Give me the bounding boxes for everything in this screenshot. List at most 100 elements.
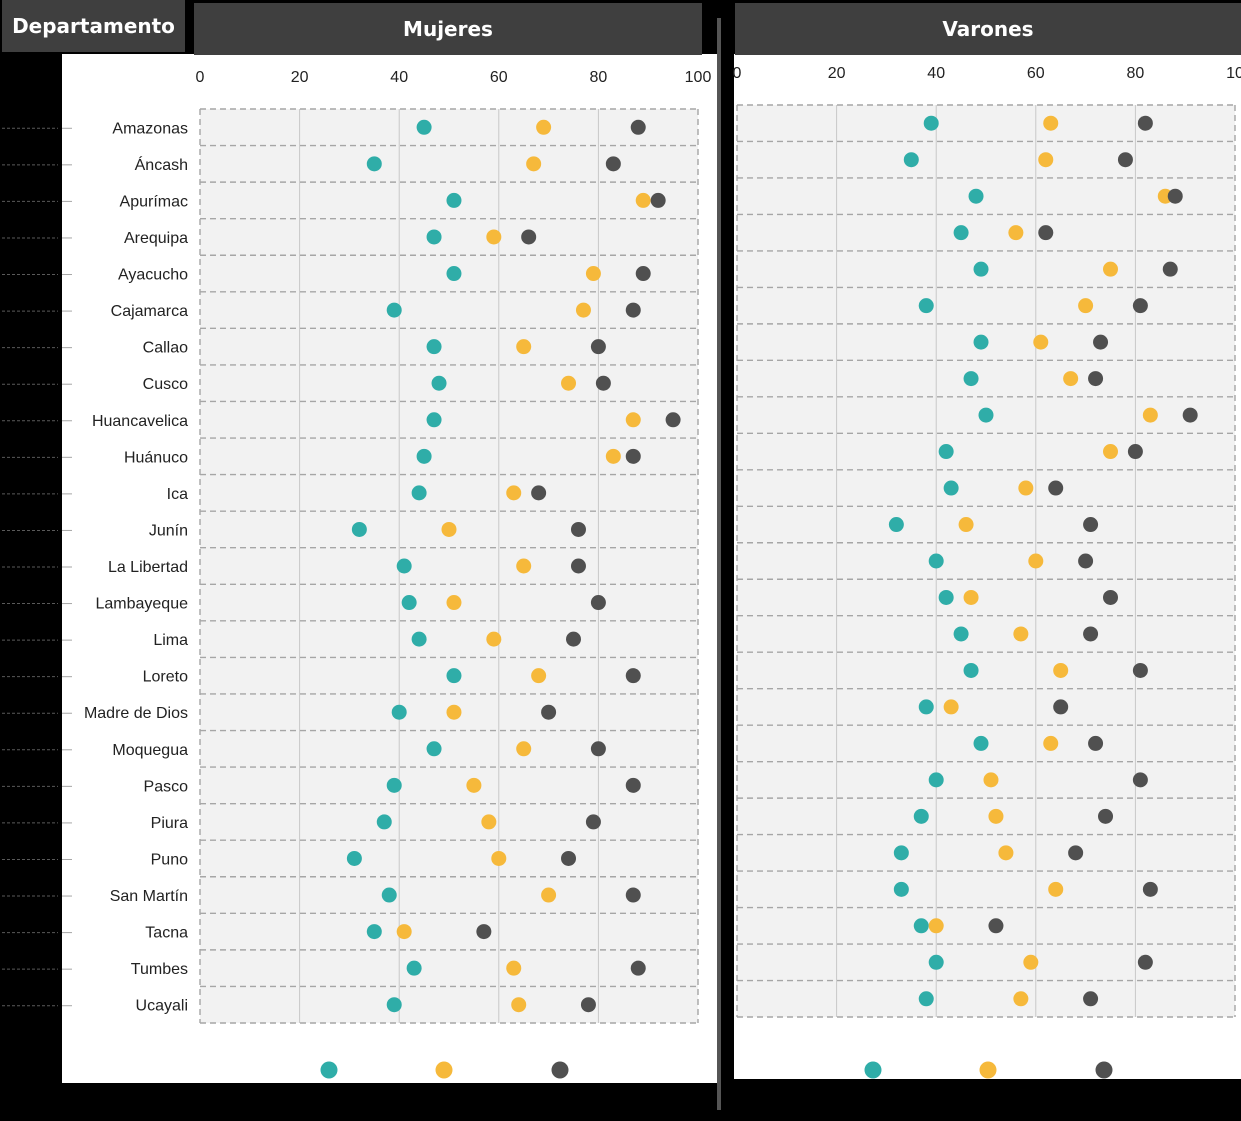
varones-dot-yellow xyxy=(1023,954,1039,970)
mujeres-dot-teal xyxy=(446,192,462,208)
varones-dot-yellow xyxy=(998,845,1014,861)
varones-dot-teal xyxy=(973,261,989,277)
varones-dot-gray xyxy=(1132,298,1148,314)
varones-dot-gray xyxy=(1098,808,1114,824)
varones-dot-yellow xyxy=(1008,225,1024,241)
mujeres-dot-teal xyxy=(426,412,442,428)
varones-dot-teal xyxy=(928,553,944,569)
mujeres-dot-yellow xyxy=(506,485,522,501)
varones-dot-teal xyxy=(923,115,939,131)
mujeres-dot-gray xyxy=(630,119,646,135)
varones-dot-gray xyxy=(1132,662,1148,678)
varones-dot-gray xyxy=(1137,954,1153,970)
mujeres-x-tick-label: 0 xyxy=(196,69,205,86)
mujeres-dot-gray xyxy=(630,960,646,976)
mujeres-dot-teal xyxy=(426,741,442,757)
varones-dot-gray xyxy=(1083,991,1099,1007)
varones-dot-yellow xyxy=(963,589,979,605)
varones-dot-yellow xyxy=(1048,881,1064,897)
mujeres-dot-gray xyxy=(570,521,586,537)
mujeres-x-tick-label: 80 xyxy=(590,69,608,86)
varones-legend-marker-yellow xyxy=(979,1061,997,1079)
category-label: Piura xyxy=(151,815,188,832)
varones-dot-gray xyxy=(1103,589,1118,605)
varones-legend-marker-teal xyxy=(864,1061,882,1079)
mujeres-x-tick-label: 100 xyxy=(685,69,712,86)
varones-dot-yellow xyxy=(1013,991,1029,1007)
mujeres-dot-yellow xyxy=(561,375,577,391)
varones-dot-teal xyxy=(938,589,954,605)
varones-dot-teal xyxy=(918,298,934,314)
varones-dot-teal xyxy=(973,334,989,350)
mujeres-dot-teal xyxy=(411,631,427,647)
varones-dot-gray xyxy=(1038,225,1054,241)
varones-dot-gray xyxy=(1048,480,1064,496)
mujeres-x-tick-label: 20 xyxy=(291,69,309,86)
category-label: Junín xyxy=(149,522,188,539)
mujeres-dot-yellow xyxy=(526,156,542,172)
varones-dot-yellow xyxy=(1063,371,1079,387)
category-label: Lambayeque xyxy=(95,596,188,613)
varones-dot-teal xyxy=(913,918,929,934)
mujeres-legend-marker-yellow xyxy=(435,1061,453,1079)
category-label: Amazonas xyxy=(112,120,188,137)
varones-x-tick-label: 40 xyxy=(927,65,945,82)
category-label: Puno xyxy=(151,851,188,868)
varones-dot-gray xyxy=(1093,334,1109,350)
mujeres-dot-yellow xyxy=(466,777,482,793)
category-label: Moquegua xyxy=(112,742,188,759)
mujeres-legend-marker-gray xyxy=(551,1061,569,1079)
category-label: San Martín xyxy=(110,888,188,905)
varones-dot-teal xyxy=(918,699,934,715)
varones-dot-yellow xyxy=(988,808,1004,824)
varones-dot-teal xyxy=(913,808,929,824)
varones-dot-yellow xyxy=(1038,152,1054,168)
mujeres-dot-teal xyxy=(426,229,442,245)
varones-plot-area xyxy=(737,105,1235,1017)
varones-dot-yellow xyxy=(1043,735,1059,751)
varones-dot-gray xyxy=(1132,772,1148,788)
varones-dot-yellow xyxy=(1018,480,1034,496)
mujeres-dot-teal xyxy=(416,448,432,464)
mujeres-dot-yellow xyxy=(396,924,412,940)
mujeres-dot-yellow xyxy=(481,814,497,830)
varones-dot-teal xyxy=(973,735,989,751)
varones-dot-yellow xyxy=(1103,261,1118,277)
mujeres-dot-teal xyxy=(411,485,427,501)
mujeres-dot-yellow xyxy=(541,887,557,903)
mujeres-dot-yellow xyxy=(531,668,547,684)
mujeres-x-tick-label: 60 xyxy=(490,69,508,86)
varones-dot-teal xyxy=(938,444,954,460)
varones-dot-gray xyxy=(1117,152,1133,168)
mujeres-dot-teal xyxy=(446,266,462,282)
mujeres-dot-teal xyxy=(426,339,442,355)
mujeres-dot-teal xyxy=(386,777,402,793)
varones-dot-teal xyxy=(953,225,969,241)
mujeres-dot-teal xyxy=(406,960,422,976)
mujeres-dot-yellow xyxy=(605,448,621,464)
mujeres-dot-teal xyxy=(346,850,362,866)
mujeres-dot-yellow xyxy=(446,595,462,611)
mujeres-dot-gray xyxy=(625,448,641,464)
mujeres-dot-teal xyxy=(366,156,382,172)
mujeres-dot-gray xyxy=(521,229,537,245)
varones-x-tick-label: 0 xyxy=(733,65,742,82)
varones-dot-teal xyxy=(893,881,909,897)
mujeres-dot-yellow xyxy=(516,558,532,574)
varones-dot-gray xyxy=(1167,188,1183,204)
category-label: Loreto xyxy=(143,669,188,686)
varones-dot-yellow xyxy=(1033,334,1049,350)
mujeres-dot-yellow xyxy=(511,997,527,1013)
mujeres-dot-teal xyxy=(391,704,407,720)
mujeres-dot-teal xyxy=(396,558,412,574)
mujeres-dot-yellow xyxy=(516,741,532,757)
category-label: Áncash xyxy=(135,155,188,174)
mujeres-dot-gray xyxy=(531,485,547,501)
category-label: Madre de Dios xyxy=(84,705,188,722)
mujeres-dot-yellow xyxy=(486,631,502,647)
varones-x-tick-label: 10 xyxy=(1226,65,1241,82)
mujeres-dot-yellow xyxy=(585,266,601,282)
varones-dot-gray xyxy=(1088,371,1104,387)
category-label: Cusco xyxy=(143,376,188,393)
